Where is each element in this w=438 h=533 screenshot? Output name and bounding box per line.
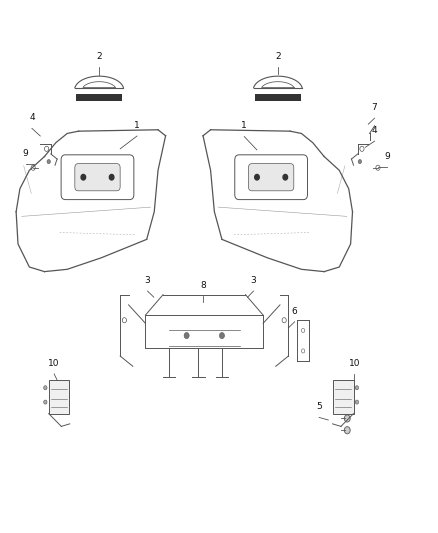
- Text: 10: 10: [49, 359, 60, 368]
- Circle shape: [344, 415, 350, 422]
- Circle shape: [184, 333, 189, 338]
- FancyBboxPatch shape: [49, 381, 69, 414]
- FancyBboxPatch shape: [248, 164, 294, 191]
- Circle shape: [219, 333, 224, 338]
- Circle shape: [358, 159, 361, 164]
- FancyBboxPatch shape: [75, 164, 120, 191]
- Circle shape: [81, 174, 85, 180]
- Text: 10: 10: [349, 359, 360, 368]
- Text: 9: 9: [23, 149, 28, 158]
- Circle shape: [355, 400, 359, 404]
- Text: 1: 1: [134, 121, 140, 130]
- Text: 5: 5: [316, 402, 322, 411]
- Text: 2: 2: [96, 52, 102, 61]
- Circle shape: [355, 386, 359, 390]
- Circle shape: [344, 426, 350, 434]
- Polygon shape: [255, 94, 300, 101]
- Circle shape: [47, 159, 50, 164]
- Circle shape: [283, 174, 288, 180]
- Text: 3: 3: [145, 276, 150, 285]
- Circle shape: [44, 400, 47, 404]
- FancyBboxPatch shape: [333, 381, 353, 414]
- Text: 9: 9: [384, 151, 390, 160]
- Circle shape: [255, 174, 259, 180]
- Text: 7: 7: [372, 103, 378, 112]
- Text: 4: 4: [29, 113, 35, 122]
- Text: 6: 6: [292, 306, 297, 316]
- Circle shape: [110, 174, 114, 180]
- Text: 1: 1: [241, 122, 247, 131]
- Text: 2: 2: [275, 52, 281, 61]
- Text: 3: 3: [251, 276, 256, 285]
- Text: 8: 8: [200, 281, 206, 290]
- Polygon shape: [77, 94, 122, 101]
- Circle shape: [44, 386, 47, 390]
- Text: 4: 4: [372, 126, 378, 135]
